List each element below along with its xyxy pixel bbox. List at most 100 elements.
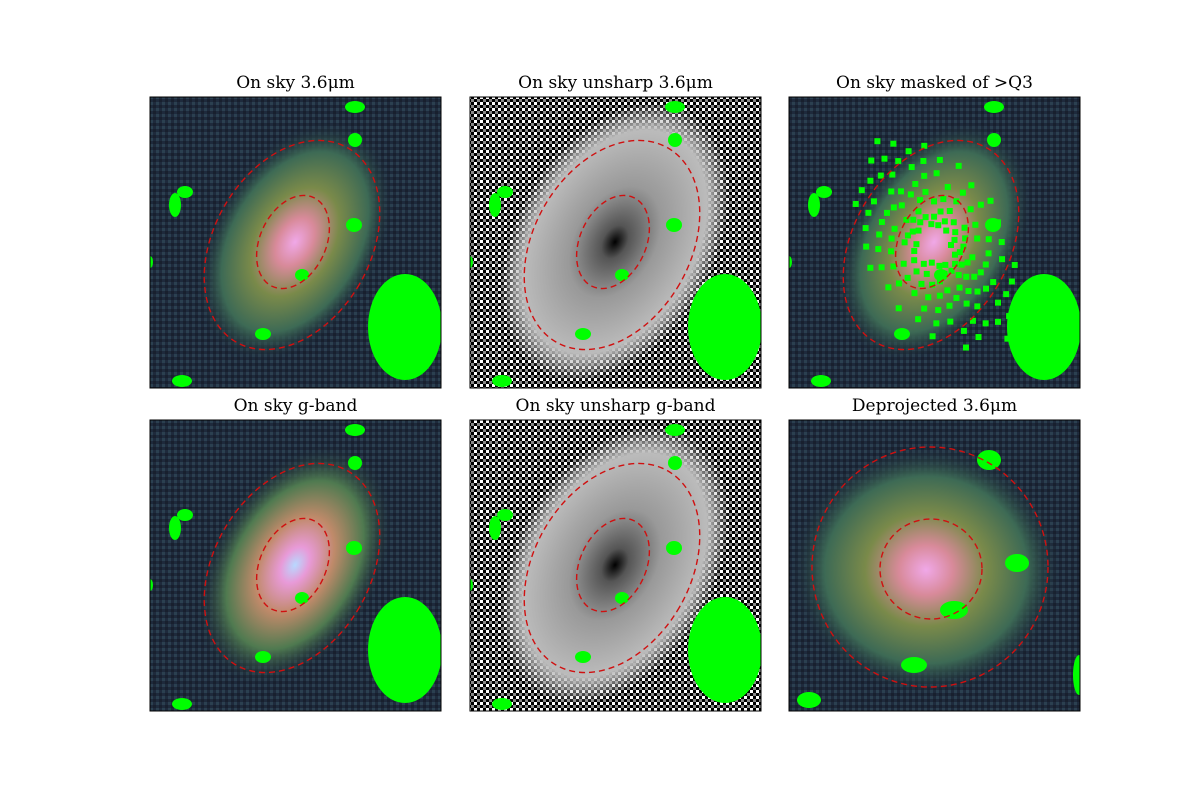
mask-pixel: [909, 228, 916, 235]
mask-blob: [150, 579, 153, 591]
panel-frame: [788, 419, 1081, 712]
mask-pixel: [936, 278, 943, 285]
mask-pixel: [895, 280, 902, 287]
mask-pixel: [977, 201, 984, 208]
mask-blob: [668, 456, 682, 470]
mask-pixel: [953, 198, 960, 205]
panel-image: [470, 420, 761, 711]
mask-pixel: [1003, 291, 1010, 298]
mask-pixel: [977, 269, 984, 276]
mask-pixel: [923, 270, 930, 277]
outer-ellipse: [203, 139, 381, 351]
mask-blob: [615, 269, 629, 281]
panel-image: [150, 97, 441, 388]
mask-pixel: [921, 172, 928, 179]
panel-image: [470, 97, 761, 388]
mask-pixel: [917, 197, 924, 204]
mask-pixel: [895, 158, 902, 165]
mask-pixel: [994, 318, 1001, 325]
mask-pixel: [972, 221, 979, 228]
mask-pixel: [953, 294, 960, 301]
mask-pixel: [858, 187, 865, 194]
mask-pixel: [946, 207, 953, 214]
mask-pixel: [960, 327, 967, 334]
mask-blob: [901, 657, 927, 673]
mask-pixel: [922, 214, 929, 221]
mask-pixel: [903, 216, 910, 223]
galaxy: [196, 121, 394, 363]
mask-blob: [295, 269, 309, 281]
mask-pixel: [877, 172, 884, 179]
mask-pixel: [955, 272, 962, 279]
mask-pixel: [974, 303, 981, 310]
mask-pixel: [915, 227, 922, 234]
mask-blob: [497, 509, 513, 521]
mask-blob: [688, 597, 761, 703]
mask-pixel: [963, 300, 970, 307]
mask-blob: [984, 101, 1004, 113]
inner-ellipse: [255, 517, 331, 613]
mask-blob: [985, 218, 1001, 232]
mask-pixel: [985, 236, 992, 243]
mask-pixel: [889, 171, 896, 178]
mask-blob: [934, 269, 948, 281]
mask-pixel: [956, 249, 963, 256]
mask-pixel: [884, 209, 891, 216]
panel-title: On sky unsharp g-band: [516, 396, 716, 416]
mask-blob: [172, 375, 192, 387]
mask-pixel: [900, 260, 907, 267]
panel-frame: [469, 419, 762, 712]
mask-pixel: [876, 231, 883, 238]
mask-pixel: [969, 254, 976, 261]
mask-blob: [346, 541, 362, 555]
mask-blob: [169, 516, 181, 540]
mask-pixel: [868, 157, 875, 164]
mask-pixel: [985, 250, 992, 257]
mask-blob: [497, 186, 513, 198]
mask-pixel: [885, 284, 892, 291]
mask-pixel: [928, 259, 935, 266]
mask-pixel: [948, 267, 955, 274]
mask-pixel: [974, 288, 981, 295]
mask-blob: [789, 256, 792, 268]
mask-pixel: [912, 181, 919, 188]
mask-pixel: [969, 317, 976, 324]
mask-pixel: [870, 198, 877, 205]
mask-pixel: [964, 259, 971, 266]
mask-pixel: [962, 344, 969, 351]
mask-pixel: [1011, 261, 1018, 268]
mask-blob: [1005, 554, 1029, 572]
mask-blob: [492, 698, 512, 710]
mask-blob: [345, 101, 365, 113]
panel-frame: [469, 96, 762, 389]
mask-pixel: [898, 188, 905, 195]
mask-blob: [575, 651, 591, 663]
mask-pixel: [913, 268, 920, 275]
mask-pixel: [921, 142, 928, 149]
mask-blob: [348, 133, 362, 147]
mask-pixel: [890, 204, 897, 211]
mask-pixel: [943, 227, 950, 234]
mask-pixel: [952, 260, 959, 267]
mask-pixel: [967, 206, 974, 213]
mask-pixel: [951, 251, 958, 258]
mask-blob: [816, 186, 832, 198]
galaxy: [791, 445, 1061, 695]
mask-pixel: [1004, 335, 1011, 342]
mask-blob: [345, 424, 365, 436]
mask-pixel: [888, 248, 895, 255]
mask-pixel: [962, 235, 969, 242]
mask-blob: [1007, 274, 1080, 380]
mask-blob: [665, 424, 685, 436]
mask-blob: [368, 597, 441, 703]
mask-blob: [668, 133, 682, 147]
mask-pixel: [975, 334, 982, 341]
mask-pixel: [921, 305, 928, 312]
mask-pixel: [863, 243, 870, 250]
mask-pixel: [935, 307, 942, 314]
outer-ellipse: [203, 462, 381, 674]
mask-pixel: [904, 232, 911, 239]
panel-title: On sky g-band: [234, 396, 358, 416]
mask-blob: [666, 541, 682, 555]
